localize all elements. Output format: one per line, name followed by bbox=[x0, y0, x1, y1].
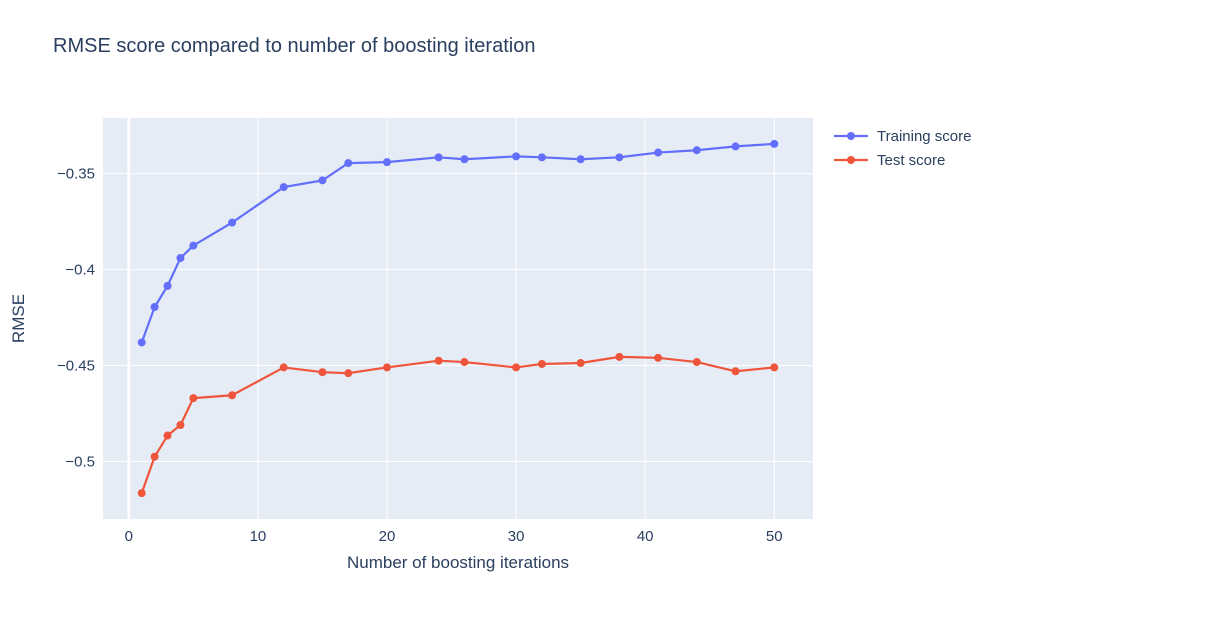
series-test-score bbox=[137, 352, 779, 498]
y-tick-label: −0.5 bbox=[65, 453, 95, 470]
data-point[interactable] bbox=[344, 369, 353, 378]
chart-title: RMSE score compared to number of boostin… bbox=[53, 35, 536, 57]
data-point[interactable] bbox=[654, 148, 663, 157]
data-point[interactable] bbox=[434, 356, 443, 365]
data-point[interactable] bbox=[731, 367, 740, 376]
data-point[interactable] bbox=[537, 359, 546, 368]
data-point[interactable] bbox=[189, 241, 198, 250]
x-axis-title: Number of boosting iterations bbox=[347, 553, 569, 572]
x-tick-label: 40 bbox=[637, 528, 654, 545]
legend-label: Test score bbox=[877, 152, 945, 169]
data-point[interactable] bbox=[692, 358, 701, 367]
legend-marker bbox=[847, 156, 855, 164]
data-point[interactable] bbox=[176, 420, 185, 429]
plot-area bbox=[103, 118, 813, 519]
data-point[interactable] bbox=[770, 363, 779, 372]
data-point[interactable] bbox=[228, 391, 237, 400]
data-point[interactable] bbox=[576, 155, 585, 164]
tick-labels: 0 10 20 30 40 50 −0.35 −0.4 −0.45 −0.5 bbox=[57, 166, 783, 545]
data-point[interactable] bbox=[150, 302, 159, 311]
legend-marker bbox=[847, 132, 855, 140]
data-point[interactable] bbox=[318, 368, 327, 377]
data-point[interactable] bbox=[434, 153, 443, 162]
x-tick-label: 10 bbox=[250, 528, 267, 545]
x-tick-label: 20 bbox=[379, 528, 396, 545]
data-point[interactable] bbox=[615, 352, 624, 361]
data-point[interactable] bbox=[383, 158, 391, 167]
series-layer bbox=[137, 139, 779, 498]
data-point[interactable] bbox=[512, 363, 521, 372]
data-point[interactable] bbox=[137, 489, 146, 498]
x-tick-label: 50 bbox=[766, 528, 783, 545]
data-point[interactable] bbox=[228, 218, 237, 227]
data-point[interactable] bbox=[576, 359, 585, 368]
data-point[interactable] bbox=[279, 183, 288, 192]
x-tick-label: 0 bbox=[125, 528, 133, 545]
series-training-score bbox=[137, 139, 779, 347]
series-line bbox=[140, 355, 775, 494]
data-point[interactable] bbox=[189, 394, 198, 403]
data-point[interactable] bbox=[383, 363, 391, 372]
data-point[interactable] bbox=[692, 146, 701, 155]
data-point[interactable] bbox=[318, 176, 327, 185]
data-point[interactable] bbox=[460, 358, 469, 367]
x-tick-label: 30 bbox=[508, 528, 525, 545]
data-point[interactable] bbox=[344, 159, 353, 168]
data-point[interactable] bbox=[279, 363, 288, 372]
data-point[interactable] bbox=[615, 153, 624, 162]
y-tick-label: −0.4 bbox=[65, 262, 95, 279]
grid-lines bbox=[103, 118, 813, 519]
data-point[interactable] bbox=[770, 139, 779, 148]
data-point[interactable] bbox=[176, 254, 185, 263]
data-point[interactable] bbox=[163, 431, 172, 440]
legend-item-test-score[interactable]: Test score bbox=[834, 152, 945, 169]
y-tick-label: −0.35 bbox=[57, 166, 95, 183]
legend: Training score Test score bbox=[834, 128, 971, 169]
y-axis-title: RMSE bbox=[9, 294, 28, 343]
legend-item-training-score[interactable]: Training score bbox=[834, 128, 971, 145]
y-tick-label: −0.45 bbox=[57, 358, 95, 375]
data-point[interactable] bbox=[537, 153, 546, 162]
data-point[interactable] bbox=[150, 452, 159, 461]
data-point[interactable] bbox=[163, 281, 172, 290]
legend-label: Training score bbox=[877, 128, 971, 145]
data-point[interactable] bbox=[731, 142, 740, 151]
data-point[interactable] bbox=[654, 353, 663, 362]
data-point[interactable] bbox=[460, 155, 469, 164]
data-point[interactable] bbox=[512, 152, 521, 161]
data-point[interactable] bbox=[137, 338, 146, 347]
